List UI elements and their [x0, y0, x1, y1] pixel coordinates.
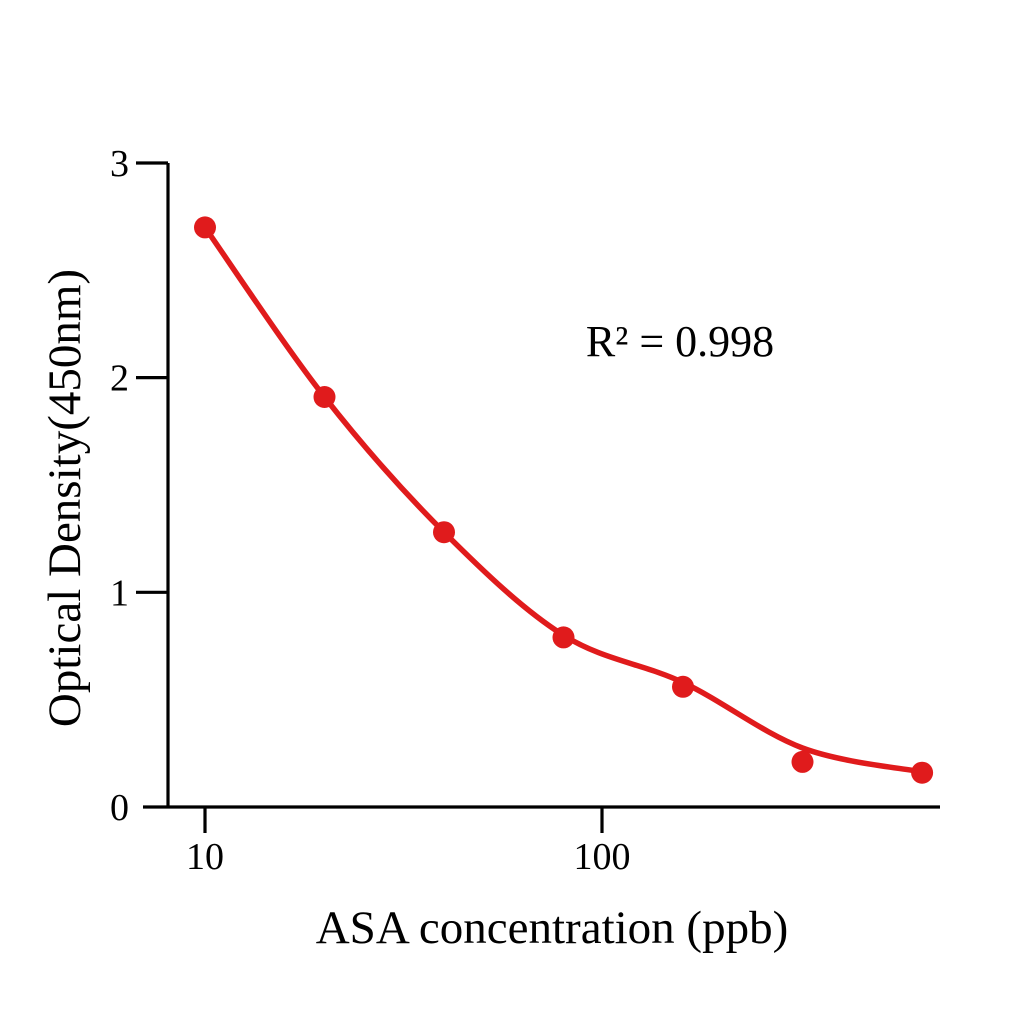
x-axis-title: ASA concentration (ppb) [316, 902, 789, 954]
data-point [194, 216, 216, 239]
x-tick-label: 100 [574, 836, 631, 878]
y-tick-label: 3 [110, 143, 129, 185]
data-point [911, 761, 934, 784]
axis-lines-and-ticks [136, 161, 940, 833]
data-point [433, 521, 455, 544]
y-tick-label: 1 [110, 572, 129, 614]
data-points-group [194, 216, 934, 784]
r-squared-annotation: R² = 0.998 [586, 317, 774, 366]
x-tick-label: 10 [186, 836, 224, 878]
x-tick-labels: 10 100 [186, 836, 631, 878]
axes [136, 161, 940, 833]
data-point [791, 750, 814, 773]
y-axis-title: Optical Density(450nm) [39, 269, 91, 727]
data-point [672, 675, 694, 698]
data-point [313, 386, 336, 408]
y-tick-labels: 0 1 2 3 [110, 143, 129, 829]
y-tick-label: 2 [110, 358, 129, 400]
y-tick-label: 0 [110, 787, 129, 829]
data-point [552, 626, 575, 649]
fitted-curve-line [202, 224, 925, 775]
fit-curve-group [202, 224, 925, 775]
